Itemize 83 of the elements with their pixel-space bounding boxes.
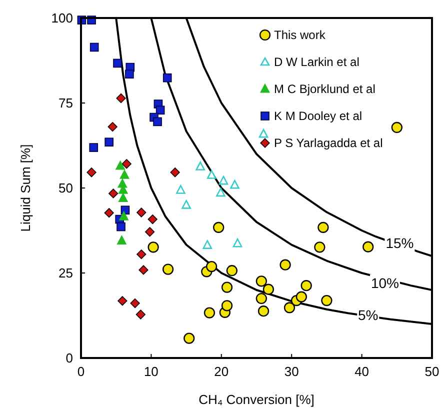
point — [120, 206, 130, 214]
legend-label: K M Dooley et al — [274, 109, 362, 124]
point — [321, 294, 332, 306]
point — [120, 170, 130, 179]
point — [148, 242, 159, 253]
point — [136, 250, 146, 260]
point — [117, 236, 126, 244]
point — [116, 160, 125, 170]
point — [162, 73, 172, 82]
point — [258, 306, 270, 317]
point — [256, 292, 267, 304]
x-tick-label: 20 — [214, 364, 229, 379]
point — [184, 332, 195, 344]
point — [226, 265, 238, 276]
point — [232, 238, 242, 248]
point — [156, 106, 165, 115]
point — [148, 214, 158, 224]
point — [136, 310, 146, 320]
point — [125, 70, 134, 78]
y-tick-label: 0 — [66, 350, 73, 366]
point — [362, 241, 374, 252]
point — [108, 122, 118, 132]
legend-label: This work — [274, 28, 326, 42]
point — [144, 227, 155, 237]
x-tick-label: 0 — [77, 364, 85, 379]
legend-label: M C Bjorklund et al — [274, 82, 376, 96]
point — [391, 122, 402, 134]
point — [221, 282, 233, 293]
y-tick-label: 50 — [58, 180, 73, 196]
point — [136, 208, 146, 218]
point — [221, 300, 233, 312]
point — [119, 212, 128, 220]
point — [89, 143, 98, 152]
point — [90, 42, 99, 52]
y-tick-label: 25 — [58, 266, 73, 281]
annotation: 5% — [358, 307, 378, 324]
point — [108, 188, 118, 198]
annotation: 15% — [386, 234, 414, 251]
x-tick-label: 30 — [284, 364, 299, 379]
point — [296, 291, 307, 302]
point — [206, 170, 216, 179]
point — [116, 93, 126, 104]
y-axis-title: Liquid Sum [%] — [18, 144, 33, 232]
point — [216, 188, 226, 197]
point — [104, 208, 114, 218]
point — [284, 302, 296, 314]
point — [213, 222, 224, 233]
point — [218, 176, 228, 185]
point — [104, 138, 114, 146]
y-tick-label: 75 — [58, 96, 73, 111]
point — [318, 222, 329, 233]
point — [122, 159, 132, 169]
point — [162, 264, 174, 275]
point — [314, 242, 326, 253]
point — [130, 298, 140, 308]
point — [206, 260, 218, 272]
point — [116, 222, 126, 232]
x-tick-label: 40 — [354, 364, 370, 379]
point — [256, 276, 267, 287]
point — [153, 117, 162, 126]
x-tick-label: 50 — [424, 364, 440, 379]
legend-label: D W Larkin et al — [274, 55, 360, 70]
point — [258, 128, 268, 138]
point — [118, 296, 128, 306]
annotation: 10% — [370, 275, 399, 292]
point — [300, 280, 312, 292]
point — [262, 284, 274, 295]
point — [86, 168, 96, 178]
point — [280, 259, 291, 270]
point — [170, 168, 180, 178]
y-tick-label: 100 — [51, 10, 73, 26]
x-tick-label: 10 — [144, 364, 158, 379]
point — [230, 180, 240, 189]
point — [204, 307, 216, 318]
point — [202, 240, 212, 249]
x-axis-title: CH₄ Conversion [%] — [198, 392, 314, 407]
point — [182, 200, 191, 209]
point — [196, 162, 205, 170]
point — [176, 184, 186, 194]
legend-label: P S Yarlagadda et al — [274, 136, 383, 150]
point — [138, 265, 148, 275]
point — [113, 58, 122, 68]
point — [118, 193, 128, 202]
